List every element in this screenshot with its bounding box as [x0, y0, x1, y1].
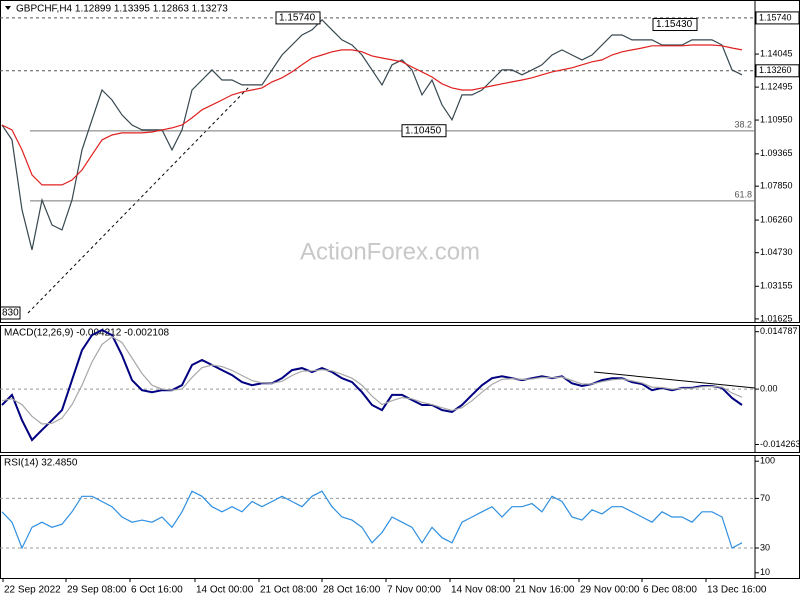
x-tick-label: 6 Dec 08:00 [643, 585, 697, 596]
x-tick-label: 7 Nov 00:00 [387, 585, 441, 596]
low-label-box [0, 306, 21, 320]
x-tick-label: 28 Oct 16:00 [323, 585, 381, 596]
y-tick-label: -0.014263 [760, 439, 800, 449]
trend-line [27, 85, 251, 314]
price-label-box [755, 11, 800, 25]
series-line [1, 490, 743, 550]
x-tick-label: 14 Nov 08:00 [451, 585, 511, 596]
rsi-title: RSI(14) 32.4850 [4, 458, 78, 469]
annotation-box [652, 18, 698, 32]
y-tick-label: 1.09365 [760, 148, 793, 158]
y-tick-label: 1.14045 [760, 48, 793, 58]
x-tick-label: 22 Sep 2022 [4, 585, 61, 596]
chart-title: GBPCHF,H4 1.12899 1.13395 1.12863 1.1327… [16, 4, 228, 15]
annotation-label: 1.15740 [279, 13, 316, 24]
annotation-box [401, 124, 447, 138]
x-tick-label: 13 Dec 16:00 [707, 585, 767, 596]
y-tick-label: 0.014787 [760, 326, 798, 336]
series-line [1, 335, 743, 425]
fib-label: 61.8 [734, 189, 752, 199]
y-tick-label: 100 [760, 456, 775, 466]
fib-label: 38.2 [734, 119, 752, 129]
x-tick-label: 29 Nov 00:00 [580, 585, 640, 596]
y-tick-label: 10 [760, 567, 770, 577]
series-line [1, 328, 743, 442]
y-tick-label: 1.06260 [760, 214, 793, 224]
y-tick-label: 1.01625 [760, 313, 793, 323]
y-tick-label: 1.03155 [760, 281, 793, 291]
annotation-label: 1.15430 [656, 19, 693, 30]
annotation-label: 1.10450 [405, 125, 442, 136]
x-tick-label: 21 Nov 16:00 [515, 585, 575, 596]
low-label: 830 [2, 308, 19, 319]
y-tick-label: 0.00 [760, 383, 778, 393]
annotation-box [275, 11, 321, 25]
y-tick-label: 1.10950 [760, 114, 793, 124]
series-line [1, 44, 743, 186]
watermark: ActionForex.com [300, 238, 480, 265]
y-tick-label: 70 [760, 493, 770, 503]
series-line [1, 18, 743, 251]
price-label: 1.13260 [759, 65, 792, 75]
x-tick-label: 6 Oct 16:00 [131, 585, 183, 596]
price-label-box [755, 64, 800, 78]
y-tick-label: 1.04730 [760, 247, 793, 257]
y-tick-label: 1.12495 [760, 81, 793, 91]
x-tick-label: 21 Oct 08:00 [260, 585, 318, 596]
y-tick-label: 30 [760, 542, 770, 552]
y-tick-label: 1.07850 [760, 181, 793, 191]
x-tick-label: 29 Sep 08:00 [67, 585, 127, 596]
symbol-icon [5, 6, 11, 10]
macd-title: MACD(12,26,9) -0.004212 -0.002108 [4, 328, 170, 339]
macd-trend-line [593, 371, 756, 389]
x-tick-label: 14 Oct 00:00 [196, 585, 254, 596]
price-label: 1.15740 [759, 12, 792, 22]
